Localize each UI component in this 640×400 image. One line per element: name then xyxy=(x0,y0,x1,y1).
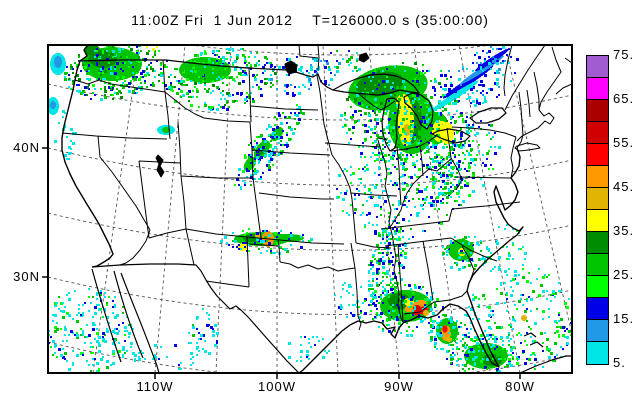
colorbar-box-3 xyxy=(586,121,609,145)
map-frame xyxy=(47,44,573,374)
colorbar-box-12 xyxy=(586,319,609,343)
lon-label-90W: 90W xyxy=(384,379,414,394)
colorbar-box-6 xyxy=(586,187,609,211)
colorbar-box-2 xyxy=(586,99,609,123)
colorbar-box-9 xyxy=(586,253,609,277)
colorbar-box-7 xyxy=(586,209,609,233)
colorbar-label-55.: 55. xyxy=(613,135,635,150)
lat-label-40N: 40N xyxy=(13,140,40,155)
colorbar-label-75.: 75. xyxy=(613,47,635,62)
latlon-gridlines xyxy=(48,45,572,373)
lon-label-100W: 100W xyxy=(258,379,296,394)
colorbar-label-25.: 25. xyxy=(613,267,635,282)
colorbar-box-0 xyxy=(586,55,609,79)
colorbar-label-65.: 65. xyxy=(613,91,635,106)
precipitation-field xyxy=(48,45,572,373)
lon-label-80W: 80W xyxy=(505,379,535,394)
geography-borders xyxy=(61,45,572,373)
colorbar-label-5.: 5. xyxy=(613,355,626,370)
colorbar-box-4 xyxy=(586,143,609,167)
lon-label-110W: 110W xyxy=(136,379,174,394)
colorbar-box-5 xyxy=(586,165,609,189)
colorbar-label-15.: 15. xyxy=(613,311,635,326)
colorbar-box-11 xyxy=(586,297,609,321)
colorbar-label-45.: 45. xyxy=(613,179,635,194)
axis-ticks xyxy=(42,147,521,379)
colorbar-label-35.: 35. xyxy=(613,223,635,238)
colorbar-box-10 xyxy=(586,275,609,299)
colorbar-box-8 xyxy=(586,231,609,255)
colorbar-box-1 xyxy=(586,77,609,101)
lat-label-30N: 30N xyxy=(13,269,40,284)
plot-title: 11:00Z Fri 1 Jun 2012 T=126000.0 s (35:0… xyxy=(131,12,489,28)
colorbar-box-13 xyxy=(586,341,609,365)
